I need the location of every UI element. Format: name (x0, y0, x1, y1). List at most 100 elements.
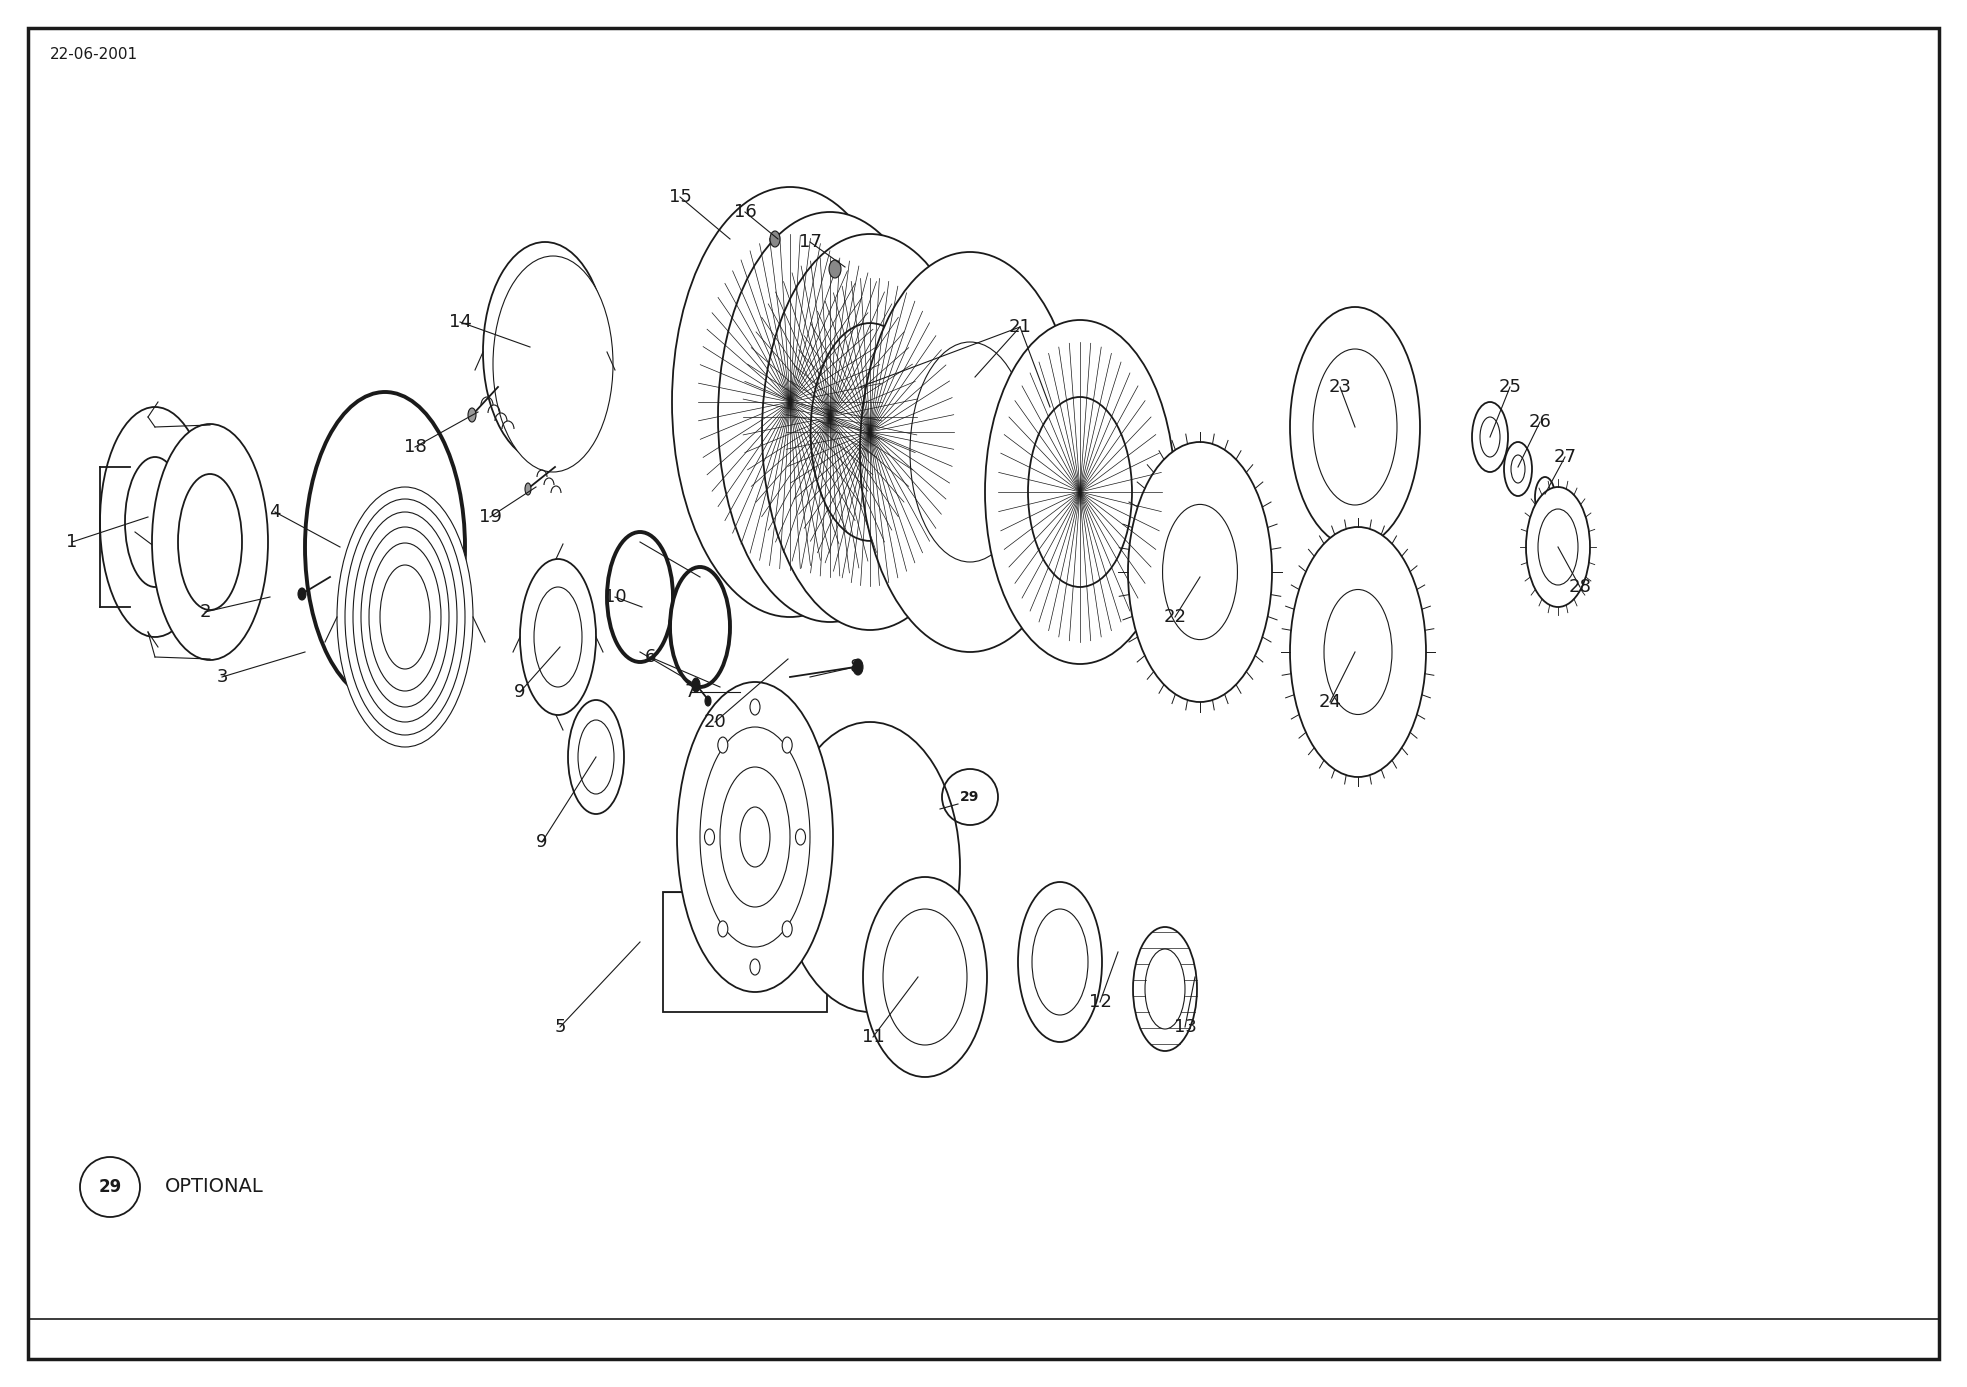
Ellipse shape (864, 877, 987, 1076)
Text: 22-06-2001: 22-06-2001 (49, 47, 138, 62)
Text: 14: 14 (448, 313, 472, 331)
Ellipse shape (1534, 477, 1556, 517)
Text: 27: 27 (1554, 448, 1576, 466)
Text: 24: 24 (1318, 694, 1341, 712)
Ellipse shape (911, 343, 1031, 562)
Text: 16: 16 (734, 203, 757, 221)
Ellipse shape (336, 487, 472, 748)
Text: 7: 7 (685, 682, 696, 700)
Ellipse shape (783, 921, 793, 938)
Ellipse shape (1290, 527, 1426, 777)
Ellipse shape (608, 533, 673, 662)
Ellipse shape (673, 187, 909, 617)
Text: 4: 4 (269, 503, 281, 522)
Ellipse shape (883, 908, 968, 1044)
Text: 13: 13 (1174, 1018, 1196, 1036)
Ellipse shape (380, 565, 431, 669)
Ellipse shape (718, 736, 728, 753)
Ellipse shape (578, 720, 614, 793)
Ellipse shape (177, 474, 242, 610)
Text: 28: 28 (1568, 578, 1591, 596)
Text: 29: 29 (960, 791, 980, 804)
Ellipse shape (100, 406, 210, 637)
Ellipse shape (718, 921, 728, 938)
Ellipse shape (352, 512, 456, 723)
Text: 20: 20 (704, 713, 726, 731)
Text: 15: 15 (669, 189, 692, 207)
Ellipse shape (1127, 442, 1273, 702)
Text: OPTIONAL: OPTIONAL (165, 1178, 264, 1197)
Ellipse shape (749, 958, 759, 975)
Ellipse shape (1290, 307, 1420, 546)
Text: 9: 9 (537, 834, 547, 852)
Ellipse shape (362, 527, 448, 707)
Ellipse shape (761, 234, 978, 630)
Text: 18: 18 (403, 438, 427, 456)
Ellipse shape (1505, 442, 1532, 497)
Ellipse shape (1526, 487, 1589, 608)
Ellipse shape (468, 408, 476, 422)
Text: 2: 2 (199, 603, 210, 621)
Text: 10: 10 (604, 588, 626, 606)
Ellipse shape (1314, 350, 1397, 505)
Text: 9: 9 (513, 682, 525, 700)
Ellipse shape (749, 699, 759, 716)
Ellipse shape (1324, 589, 1393, 714)
Text: 6: 6 (645, 648, 655, 666)
Ellipse shape (1133, 927, 1198, 1051)
Ellipse shape (344, 499, 464, 735)
Ellipse shape (370, 542, 441, 691)
Ellipse shape (297, 588, 307, 601)
Ellipse shape (525, 483, 531, 495)
Text: 11: 11 (862, 1028, 885, 1046)
Text: 29: 29 (98, 1178, 122, 1196)
Ellipse shape (810, 323, 928, 541)
Text: 23: 23 (1328, 379, 1351, 397)
Ellipse shape (783, 736, 793, 753)
Ellipse shape (769, 232, 781, 247)
Ellipse shape (568, 700, 624, 814)
Text: 19: 19 (478, 508, 502, 526)
Ellipse shape (1538, 509, 1578, 585)
Ellipse shape (985, 320, 1174, 664)
Ellipse shape (1511, 455, 1524, 483)
Ellipse shape (1145, 949, 1184, 1029)
Bar (663, 892, 826, 1013)
Ellipse shape (305, 393, 464, 702)
Ellipse shape (1033, 908, 1088, 1015)
Text: 22: 22 (1164, 608, 1186, 626)
Ellipse shape (692, 678, 700, 692)
Ellipse shape (494, 257, 614, 472)
Ellipse shape (781, 723, 960, 1013)
Text: 25: 25 (1499, 379, 1522, 397)
Ellipse shape (860, 252, 1080, 652)
Ellipse shape (700, 727, 810, 947)
Ellipse shape (1471, 402, 1509, 472)
Ellipse shape (769, 304, 891, 530)
Text: 21: 21 (1009, 318, 1031, 336)
Text: 17: 17 (799, 233, 822, 251)
Ellipse shape (740, 807, 769, 867)
Ellipse shape (1479, 417, 1501, 456)
Ellipse shape (704, 696, 710, 706)
Text: 5: 5 (555, 1018, 566, 1036)
Text: 8: 8 (850, 657, 862, 675)
Ellipse shape (509, 288, 580, 415)
Ellipse shape (726, 284, 856, 520)
Ellipse shape (126, 456, 185, 587)
Text: 1: 1 (67, 533, 77, 551)
Ellipse shape (151, 424, 268, 660)
Ellipse shape (484, 241, 608, 462)
Ellipse shape (1019, 882, 1102, 1042)
Ellipse shape (828, 259, 842, 277)
Ellipse shape (854, 659, 864, 675)
Ellipse shape (1162, 505, 1237, 639)
Ellipse shape (795, 829, 806, 845)
Ellipse shape (677, 682, 832, 992)
Ellipse shape (533, 587, 582, 687)
Ellipse shape (671, 567, 730, 687)
Ellipse shape (720, 767, 791, 907)
Ellipse shape (704, 829, 714, 845)
Ellipse shape (718, 212, 942, 621)
Text: 3: 3 (216, 669, 228, 687)
